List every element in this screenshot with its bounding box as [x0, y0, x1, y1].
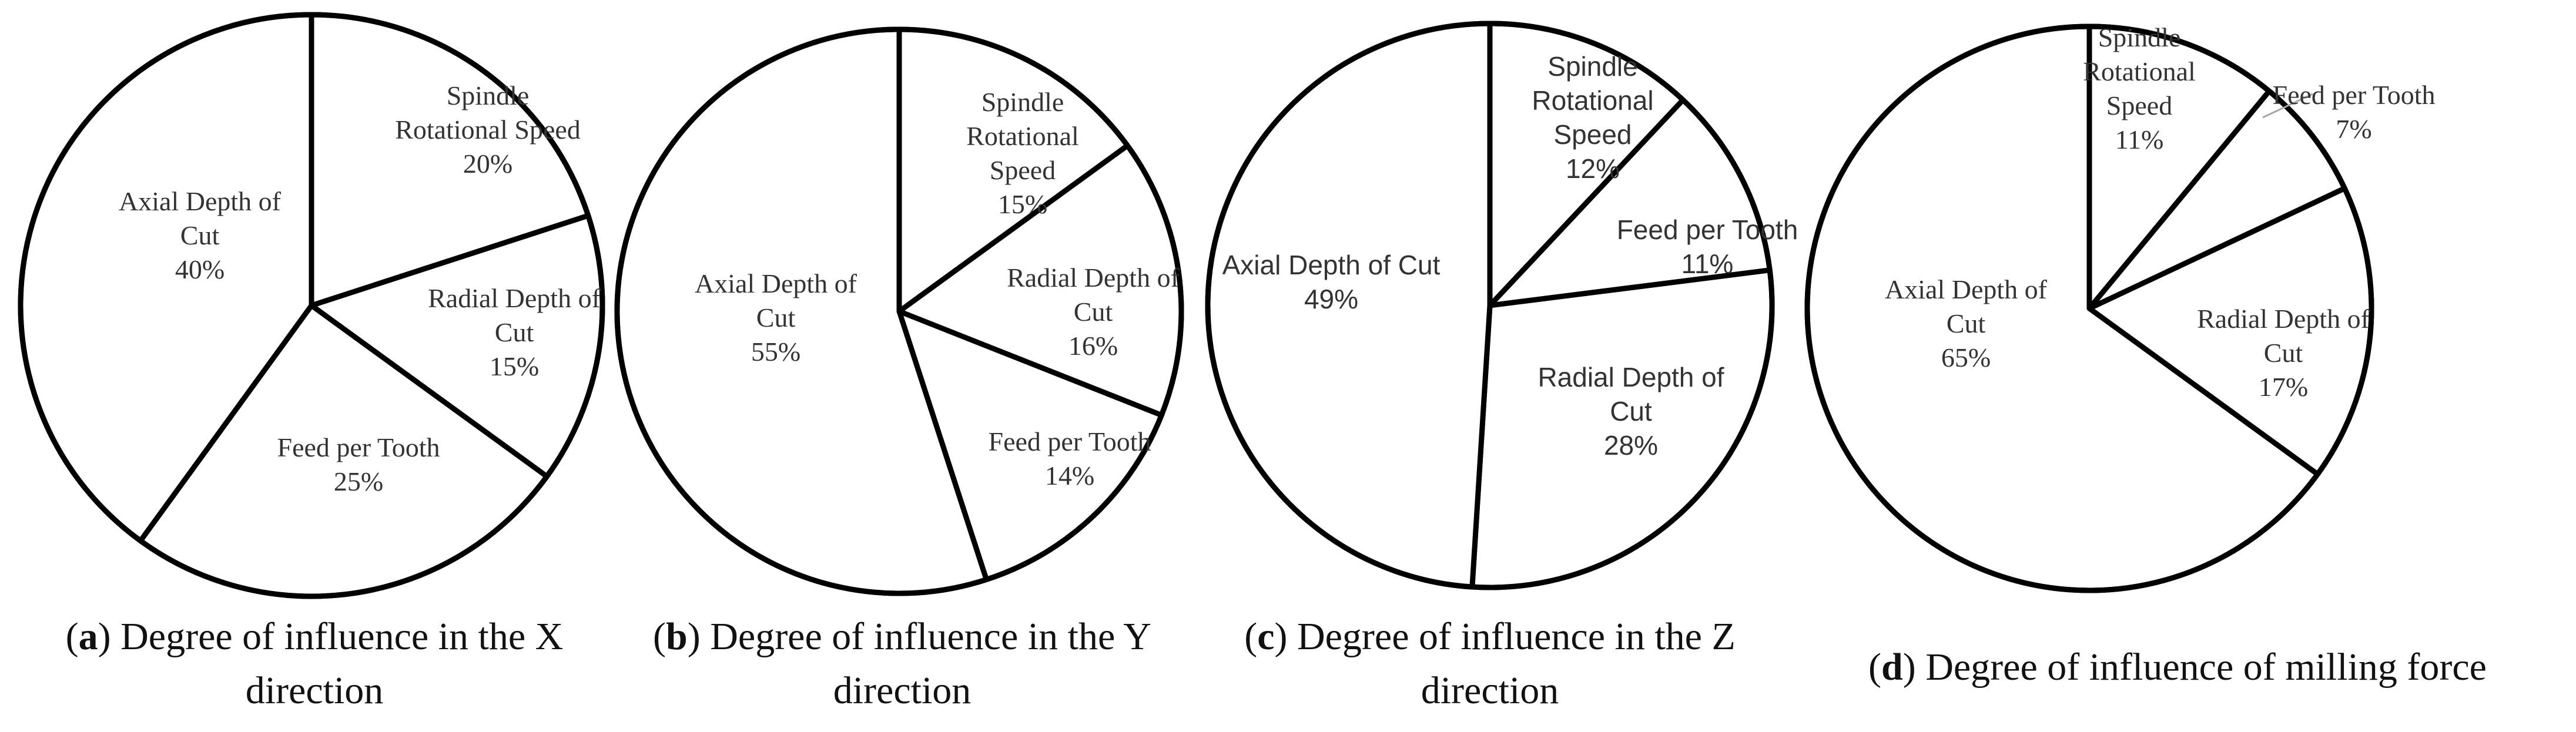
slice-name-label: Speed: [2106, 90, 2172, 120]
caption-text-d: Degree of influence of milling force: [1925, 646, 2487, 689]
pie-outline: [1804, 23, 2374, 593]
slice-name-label: Cut: [2264, 338, 2303, 368]
slice-label-spindle-rotational-speed: Spindle Rotational Speed 20%: [395, 80, 581, 179]
slice-value-label: 11%: [1681, 249, 1734, 279]
slice-name-label: Cut: [495, 317, 534, 347]
slice-value-label: 20%: [463, 149, 512, 179]
caption-tag-c: c: [1257, 615, 1275, 658]
slice-value-label: 28%: [1604, 430, 1658, 461]
slice-name-label: Cut: [180, 220, 220, 250]
slice-name-label: Spindle: [1547, 51, 1637, 82]
slice-name-label: Cut: [1074, 297, 1113, 327]
slice-label-spindle-rotational-speed: Spindle Rotational Speed 11%: [2083, 22, 2196, 155]
slice-name-label: Speed: [1553, 119, 1632, 150]
caption-tag-b: b: [666, 615, 688, 658]
slice-name-label: Spindle: [447, 80, 530, 110]
caption-text-a: Degree of influence in the X direction: [120, 615, 564, 712]
slice-label-axial-depth-of-cut: Axial Depth of Cut 65%: [1885, 274, 2048, 372]
pie-chart-d: Spindle Rotational Speed 11% Feed per Tooth 7…: [1804, 22, 2436, 593]
slice-name-label: Cut: [756, 303, 796, 333]
slice-value-label: 65%: [1941, 343, 1991, 372]
leader-line-feed-per-tooth: [2262, 93, 2313, 119]
slice-name-label: Spindle: [2098, 22, 2181, 52]
caption-d: (d) Degree of influence of milling force: [1868, 646, 2487, 689]
slice-value-label: 11%: [2115, 125, 2164, 155]
caption-a: (a) Degree of influence in the X directi…: [65, 615, 564, 712]
slice-label-feed-per-tooth: Feed per Tooth 11%: [1617, 214, 1798, 279]
slice-name-label: Rotational: [2083, 56, 2196, 86]
slice-label-radial-depth-of-cut: Radial Depth of Cut 16%: [1007, 263, 1180, 361]
slice-label-radial-depth-of-cut: Radial Depth of Cut 17%: [2197, 304, 2370, 402]
pie-slice-radial-depth-of-cut: [1469, 267, 1775, 590]
pie-outline: [18, 12, 605, 599]
slice-value-label: 49%: [1304, 284, 1358, 314]
pie-chart-a: Spindle Rotational Speed 20% Radial Depth o…: [18, 12, 605, 599]
caption-c: (c) Degree of influence in the Z directi…: [1244, 615, 1736, 712]
slice-label-feed-per-tooth: Feed per Tooth 14%: [989, 427, 1151, 491]
caption-text-c: Degree of influence in the Z direction: [1297, 615, 1736, 712]
slice-name-label: Axial Depth of Cut: [1222, 250, 1441, 280]
slice-name-label: Radial Depth of: [2197, 304, 2370, 334]
slice-name-label: Speed: [990, 155, 1056, 185]
slice-name-label: Cut: [1610, 396, 1652, 427]
pie-outline: [1205, 21, 1775, 590]
caption-b: (b) Degree of influence in the Y directi…: [653, 615, 1151, 712]
slice-name-label: Axial Depth of: [695, 268, 857, 298]
slice-value-label: 15%: [998, 189, 1047, 219]
slice-value-label: 17%: [2259, 372, 2308, 402]
slice-name-label: Radial Depth of: [1007, 263, 1180, 293]
pie-outline: [614, 26, 1184, 596]
slice-label-spindle-rotational-speed: Spindle Rotational Speed 12%: [1532, 51, 1653, 184]
slice-label-axial-depth-of-cut: Axial Depth of Cut 40%: [119, 186, 282, 284]
slice-name-label: Feed per Tooth: [989, 427, 1151, 456]
caption-text-b: Degree of influence in the Y direction: [710, 615, 1151, 712]
caption-tag-d: d: [1881, 646, 1903, 689]
slice-name-label: Radial Depth of: [428, 283, 601, 313]
slice-name-label: Feed per Tooth: [277, 432, 440, 462]
slice-label-radial-depth-of-cut: Radial Depth of Cut 28%: [1537, 362, 1724, 461]
slice-name-label: Radial Depth of: [1537, 362, 1724, 392]
slice-label-feed-per-tooth: Feed per Tooth 25%: [277, 432, 440, 496]
slice-name-label: Feed per Tooth: [2273, 80, 2436, 110]
slice-label-radial-depth-of-cut: Radial Depth of Cut 15%: [428, 283, 601, 381]
slice-label-feed-per-tooth: Feed per Tooth 7%: [2273, 80, 2436, 144]
slice-value-label: 7%: [2336, 114, 2371, 144]
slice-value-label: 25%: [334, 466, 383, 496]
slice-value-label: 16%: [1068, 331, 1118, 361]
slice-name-label: Cut: [1947, 308, 1986, 338]
slice-label-axial-depth-of-cut: Axial Depth of Cut 49%: [1222, 250, 1441, 314]
slice-value-label: 55%: [751, 337, 800, 367]
slice-name-label: Rotational: [1532, 85, 1653, 116]
slice-label-axial-depth-of-cut: Axial Depth of Cut 55%: [695, 268, 857, 367]
slice-name-label: Feed per Tooth: [1617, 214, 1798, 245]
slice-name-label: Axial Depth of: [1885, 274, 2048, 304]
pie-chart-c: Spindle Rotational Speed 12% Feed per Tooth 1…: [1205, 21, 1798, 590]
pie-chart-b: Spindle Rotational Speed 15% Radial Depth of…: [614, 26, 1184, 596]
slice-name-label: Rotational: [966, 121, 1079, 151]
slice-label-spindle-rotational-speed: Spindle Rotational Speed 15%: [966, 87, 1079, 219]
slice-name-label: Axial Depth of: [119, 186, 282, 216]
caption-tag-a: a: [78, 615, 98, 658]
slice-value-label: 14%: [1045, 461, 1094, 491]
slice-value-label: 12%: [1566, 153, 1620, 184]
slice-value-label: 15%: [490, 351, 539, 381]
slice-value-label: 40%: [175, 254, 225, 284]
slice-name-label: Spindle: [982, 87, 1064, 117]
slice-name-label: Rotational Speed: [395, 115, 581, 145]
